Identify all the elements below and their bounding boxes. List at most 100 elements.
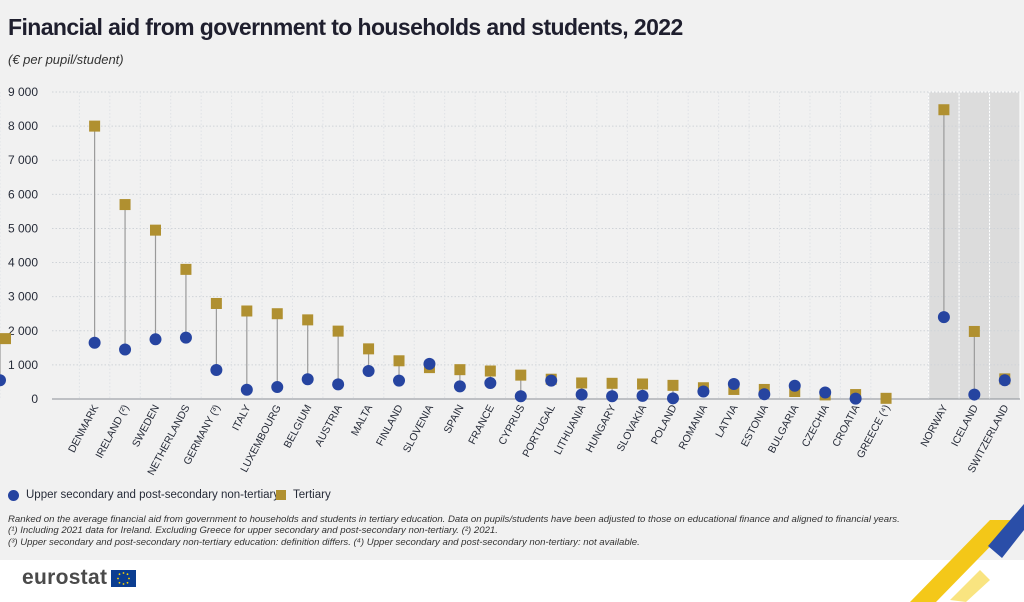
y-axis-ticks: 0 1 000 2 000 3 000 4 000 5 000 6 000 7 000 8 00… — [8, 85, 38, 406]
eurostat-logo-text: eurostat — [22, 566, 108, 589]
legend-upper-secondary-label: Upper secondary and post-secondary non-t… — [26, 489, 280, 501]
upper-secondary-marker — [301, 373, 314, 386]
chart-subtitle: (€ per pupil/student) — [8, 52, 124, 67]
tertiary-marker — [606, 377, 618, 389]
x-tick-label: DENMARK — [66, 403, 101, 455]
upper-secondary-marker — [849, 392, 862, 405]
upper-secondary-marker — [697, 385, 710, 398]
upper-secondary-marker — [968, 388, 981, 401]
x-tick-label: SWEDEN — [130, 403, 162, 449]
upper-secondary-marker — [119, 343, 132, 356]
tertiary-marker — [667, 379, 679, 391]
upper-secondary-marker — [210, 364, 223, 377]
upper-secondary-marker — [88, 336, 101, 349]
x-tick-label: BULGARIA — [766, 403, 802, 456]
upper-secondary-marker — [179, 331, 192, 344]
upper-secondary-marker — [575, 388, 588, 401]
upper-secondary-marker — [514, 390, 527, 403]
x-tick-label: SLOVENIA — [401, 403, 436, 455]
x-tick-label: ROMANIA — [676, 403, 710, 452]
footer-bar — [0, 560, 1024, 602]
upper-secondary-series — [0, 311, 1011, 405]
square-marker-icon — [276, 490, 286, 500]
tertiary-marker — [938, 104, 950, 116]
tertiary-marker — [271, 308, 283, 320]
x-tick-label: SPAIN — [442, 403, 467, 436]
footnote-3-4: (³) Upper secondary and post-secondary n… — [8, 536, 640, 548]
eurostat-logo: eurostat — [22, 566, 137, 590]
circle-marker-icon — [8, 489, 19, 501]
upper-secondary-marker — [666, 392, 679, 405]
x-tick-label: NORWAY — [918, 403, 950, 449]
tertiary-marker — [454, 364, 466, 376]
upper-secondary-marker — [149, 333, 162, 346]
upper-secondary-marker — [545, 374, 558, 387]
tertiary-marker — [363, 343, 375, 355]
y-tick-label: 7 000 — [8, 153, 38, 167]
y-tick-label: 9 000 — [8, 85, 38, 99]
upper-secondary-marker — [423, 357, 436, 370]
x-tick-label: CZECHIA — [800, 403, 832, 449]
tertiary-marker — [149, 224, 161, 236]
legend-tertiary: Tertiary — [276, 489, 331, 501]
x-tick-label: SLOVAKIA — [615, 403, 650, 454]
upper-secondary-marker — [453, 380, 466, 393]
x-tick-label: FINLAND — [374, 402, 406, 448]
upper-secondary-marker — [937, 311, 950, 324]
x-tick-label: FRANCE — [466, 403, 497, 447]
y-tick-label: 3 000 — [8, 290, 38, 304]
tertiary-marker — [89, 120, 101, 132]
footnotes: Ranked on the average financial aid from… — [8, 514, 908, 548]
eu-flag-icon — [111, 569, 137, 587]
tertiary-marker — [180, 263, 192, 275]
upper-secondary-marker — [0, 374, 6, 387]
upper-secondary-marker — [998, 374, 1011, 387]
x-tick-label: AUSTRIA — [313, 403, 345, 449]
x-tick-label: HUNGARY — [584, 403, 619, 455]
y-tick-label: 5 000 — [8, 221, 38, 235]
upper-secondary-marker — [240, 383, 253, 396]
tertiary-marker — [332, 325, 344, 337]
x-tick-label: CROATIA — [830, 403, 862, 449]
y-gridlines — [0, 91, 1020, 400]
y-tick-label: 2 000 — [8, 324, 38, 338]
upper-secondary-marker — [606, 390, 619, 403]
upper-secondary-marker — [393, 374, 406, 387]
footnote-ranking: Ranked on the average financial aid from… — [8, 514, 900, 525]
upper-secondary-marker — [636, 389, 649, 402]
legend-tertiary-label: Tertiary — [293, 489, 331, 501]
tertiary-marker — [968, 325, 980, 337]
x-tick-label: ITALY — [230, 403, 254, 433]
x-tick-label: BELGIUM — [282, 403, 315, 450]
x-tick-label: CYPRUS — [496, 403, 527, 447]
upper-secondary-marker — [727, 377, 740, 390]
legend-upper-secondary: Upper secondary and post-secondary non-t… — [8, 489, 279, 501]
tertiary-marker — [637, 378, 649, 390]
x-tick-label: MALTA — [349, 403, 375, 438]
corner-decoration — [910, 504, 1024, 602]
y-tick-label: 1 000 — [8, 358, 38, 372]
upper-secondary-marker — [271, 381, 284, 394]
tertiary-marker — [119, 199, 131, 211]
tertiary-marker — [576, 377, 588, 389]
upper-secondary-marker — [484, 376, 497, 389]
tertiary-marker — [241, 305, 253, 317]
x-tick-label: LATVIA — [713, 403, 740, 440]
tertiary-marker — [0, 333, 11, 345]
y-tick-label: 4 000 — [8, 256, 38, 270]
footnote-1-2: (¹) Including 2021 data for Ireland. Exc… — [8, 525, 498, 537]
tertiary-marker — [302, 314, 314, 326]
y-tick-label: 8 000 — [8, 119, 38, 133]
x-tick-label: POLAND — [649, 402, 680, 446]
upper-secondary-marker — [332, 378, 345, 391]
non-eu-shaded-background — [928, 91, 1021, 400]
tertiary-marker — [484, 365, 496, 377]
y-tick-label: 0 — [31, 392, 38, 406]
shaded-column — [989, 91, 1021, 400]
tertiary-marker — [210, 297, 222, 309]
upper-secondary-marker — [362, 365, 375, 378]
upper-secondary-marker — [819, 386, 832, 399]
x-tick-label: ICELAND — [949, 402, 981, 448]
dot-range-chart: 0 1 000 2 000 3 000 4 000 5 000 6 000 7 000 8 00… — [0, 85, 1021, 477]
